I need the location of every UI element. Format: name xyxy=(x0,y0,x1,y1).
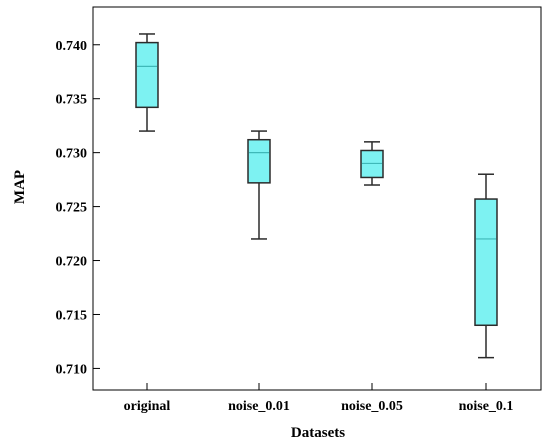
x-axis-title: Datasets xyxy=(291,425,345,441)
y-tick-label: 0.720 xyxy=(56,255,88,270)
x-tick-label: original xyxy=(124,399,171,414)
box-noise_0.01 xyxy=(247,138,271,184)
x-tick-label: noise_0.1 xyxy=(459,399,514,414)
y-axis-title: MAP xyxy=(12,170,28,204)
y-tick-label: 0.735 xyxy=(56,93,88,108)
y-tick-label: 0.740 xyxy=(56,39,88,54)
box-noise_0.1 xyxy=(474,198,498,327)
x-tick-label: noise_0.05 xyxy=(341,399,403,414)
y-tick-label: 0.725 xyxy=(56,201,88,216)
y-tick-label: 0.715 xyxy=(56,308,88,323)
y-tick-label: 0.730 xyxy=(56,147,88,162)
y-tick-label: 0.710 xyxy=(56,362,88,377)
x-tick-label: noise_0.01 xyxy=(228,399,290,414)
box-original xyxy=(135,41,159,109)
plot-area: 0.710 0.715 0.720 0.725 0.730 0.735 0.740 origi… xyxy=(56,6,542,414)
plot-frame xyxy=(92,6,542,391)
